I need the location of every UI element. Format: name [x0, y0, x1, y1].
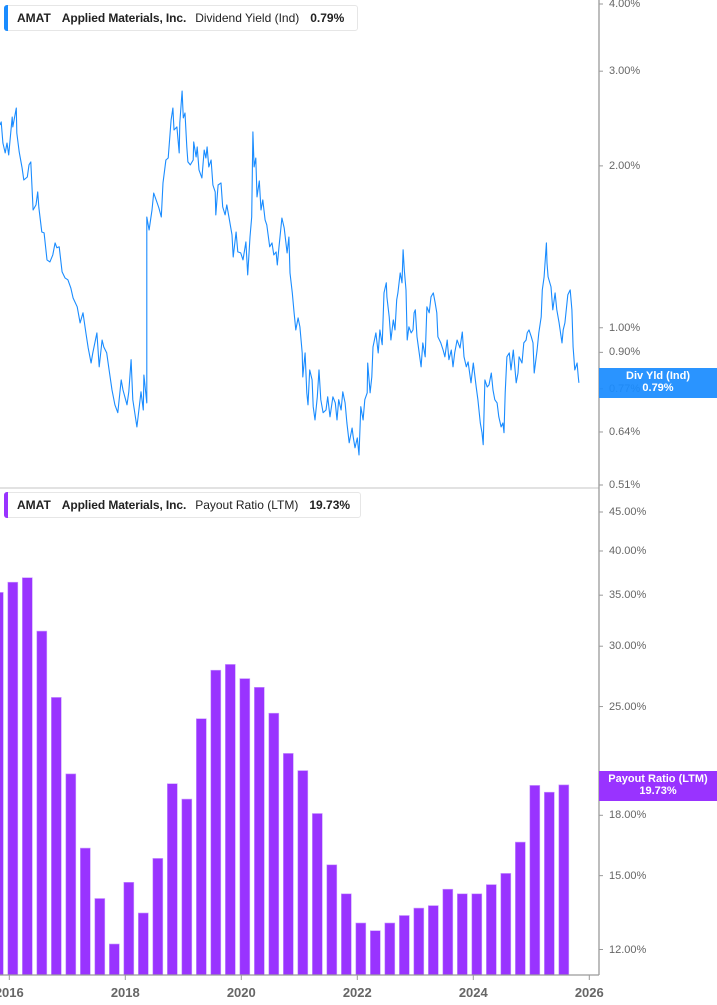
value-box-value: 0.79% [642, 381, 674, 394]
y-tick-label: 0.64% [609, 425, 641, 438]
series-color-swatch [4, 5, 8, 31]
y-tick-label: 2.00% [609, 159, 641, 172]
payout-bar [196, 718, 207, 976]
payout-bar [167, 783, 178, 976]
value-box-label: Div Yld (Ind) [626, 370, 690, 382]
y-tick-label: 45.00% [609, 506, 647, 518]
y-tick-label: 35.00% [609, 589, 647, 602]
payout-bar [442, 888, 454, 976]
value-box-label: Payout Ratio (LTM) [608, 773, 708, 785]
payout-bar [94, 898, 106, 976]
x-tick-label: 2022 [342, 985, 372, 1000]
payout-bar [282, 753, 294, 976]
payout-bar [123, 881, 135, 976]
payout-bar [138, 912, 149, 976]
y-tick-label: 40.00% [609, 544, 647, 557]
payout-bar [529, 785, 541, 976]
payout-bar [254, 686, 265, 976]
payout-bar [355, 922, 367, 976]
legend-ticker: AMAT [17, 498, 51, 512]
legend-company: Applied Materials, Inc. [61, 498, 187, 512]
payout-bar [413, 907, 425, 976]
dividend-yield-line [0, 90, 580, 456]
payout-bar [297, 770, 309, 976]
payout-bar [21, 577, 33, 976]
y-tick-label: 0.51% [609, 479, 641, 491]
payout-bar [369, 930, 381, 976]
y-tick-label: 18.00% [609, 809, 647, 822]
payout-bar [0, 592, 4, 976]
payout-bar [558, 784, 570, 976]
y-tick-label: 1.00% [609, 321, 641, 334]
y-tick-label: 30.00% [609, 640, 647, 653]
x-tick-label: 2020 [226, 985, 256, 1000]
payout-bar [152, 858, 164, 976]
legend-metric: Payout Ratio (LTM) [195, 498, 299, 512]
payout-bar [500, 873, 512, 976]
legend-metric: Dividend Yield (Ind) [195, 11, 300, 25]
payout-bar [340, 893, 352, 976]
payout-bar [485, 884, 497, 976]
payout-bar [427, 905, 439, 976]
x-tick-label: 2018 [110, 985, 140, 1000]
y-tick-label: 3.00% [609, 65, 641, 78]
payout-bar [311, 813, 323, 976]
payout-ratio-legend[interactable]: AMAT Applied Materials, Inc. Payout Rati… [4, 492, 361, 518]
payout-bar [65, 773, 77, 976]
x-axis-tick-marks [8, 975, 590, 980]
payout-bar [514, 841, 526, 976]
y-tick-label: 0.90% [609, 346, 641, 359]
legend-value: 19.73% [309, 498, 351, 512]
payout-bar [181, 798, 193, 976]
payout-bar [7, 581, 19, 976]
payout-bar [543, 791, 555, 976]
payout-bar [239, 678, 251, 976]
payout-bar [210, 669, 222, 976]
payout-bar [225, 664, 236, 976]
dividend-yield-legend[interactable]: AMAT Applied Materials, Inc. Dividend Yi… [4, 5, 358, 31]
payout-bar [109, 943, 120, 976]
y-tick-label: 4.00% [609, 0, 641, 10]
payout-bar [50, 697, 62, 976]
legend-value: 0.79% [310, 11, 345, 25]
legend-ticker: AMAT [17, 11, 51, 25]
payout-bar [80, 847, 91, 976]
payout-ratio-bars [0, 577, 570, 976]
series-color-swatch [4, 492, 8, 518]
y-tick-label: 25.00% [609, 700, 647, 713]
payout-bar [398, 915, 410, 976]
legend-company: Applied Materials, Inc. [61, 11, 187, 25]
value-box-value: 19.73% [639, 784, 677, 797]
y-tick-label: 12.00% [609, 943, 647, 956]
payout-ratio-current-value-box: Payout Ratio (LTM) 19.73% [599, 771, 717, 801]
payout-bar [384, 922, 396, 976]
y-axis-tick-marks [599, 3, 603, 950]
payout-bar [456, 893, 468, 976]
dividend-yield-current-value-box: Div Yld (Ind) 0.79% [599, 368, 717, 398]
x-tick-label: 2026 [574, 985, 604, 1000]
payout-bar [326, 864, 338, 976]
x-tick-label: 2016 [0, 985, 24, 1000]
payout-bar [36, 630, 48, 976]
payout-bar [471, 893, 483, 976]
y-tick-label: 15.00% [609, 869, 647, 882]
x-tick-label: 2024 [458, 985, 488, 1000]
payout-bar [268, 712, 280, 976]
